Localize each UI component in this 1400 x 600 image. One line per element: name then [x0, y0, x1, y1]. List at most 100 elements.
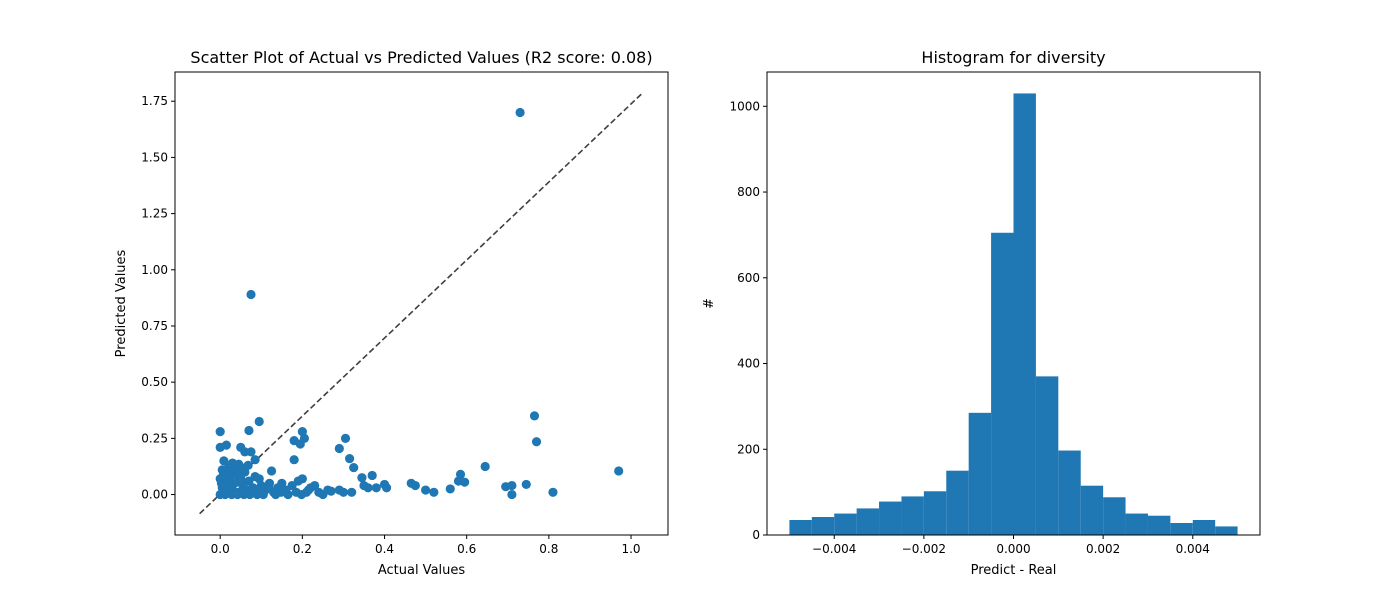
histogram-bar — [1125, 513, 1148, 535]
scatter-point — [254, 474, 264, 484]
scatter-point — [334, 443, 344, 454]
scatter-point — [220, 489, 230, 500]
histogram-panel: Histogram for diversity −0.004 −0.002 0.00… — [702, 48, 1261, 578]
scatter-point — [246, 447, 256, 457]
histogram-bar — [1170, 522, 1193, 535]
x-tick-label: 0.0 — [211, 542, 230, 556]
scatter-x-axis: 0.0 0.2 0.4 0.6 0.8 1.0 — [211, 535, 641, 556]
x-tick-label: 0.002 — [1086, 542, 1120, 556]
scatter-point — [529, 411, 540, 421]
y-tick-label: 0.25 — [141, 431, 168, 445]
x-tick-label: 0.6 — [457, 542, 476, 556]
y-tick-label: 200 — [737, 442, 760, 456]
scatter-title: Scatter Plot of Actual vs Predicted Valu… — [190, 48, 652, 67]
histogram-bar — [1013, 93, 1036, 536]
histogram-y-axis: 0 200 400 600 800 1000 — [729, 99, 767, 542]
histogram-bar — [834, 513, 857, 535]
scatter-point — [246, 289, 256, 300]
histogram-bar — [1080, 485, 1104, 535]
histogram-xlabel: Predict - Real — [971, 563, 1057, 578]
scatter-point — [349, 462, 359, 473]
scatter-point — [480, 461, 490, 472]
x-tick-label: 0.2 — [293, 542, 312, 556]
scatter-point — [244, 425, 254, 436]
scatter-point — [303, 485, 314, 495]
histogram-bar — [1103, 497, 1126, 535]
x-tick-label: 0.000 — [996, 542, 1030, 556]
y-tick-label: 600 — [737, 271, 760, 285]
scatter-point — [314, 487, 324, 497]
y-tick-label: 800 — [737, 185, 760, 199]
scatter-point — [232, 489, 243, 500]
x-tick-label: 0.4 — [375, 542, 394, 556]
histogram-bar — [1058, 450, 1081, 535]
scatter-points — [215, 107, 624, 500]
histogram-bar — [923, 491, 947, 535]
y-tick-label: 0.75 — [141, 319, 168, 333]
scatter-point — [363, 483, 373, 493]
scatter-point — [250, 455, 260, 465]
scatter-xlabel: Actual Values — [378, 563, 466, 578]
y-tick-label: 0 — [752, 528, 760, 542]
x-tick-label: 1.0 — [621, 542, 640, 556]
scatter-point — [381, 483, 392, 493]
scatter-point — [614, 466, 624, 476]
scatter-point — [323, 485, 333, 495]
scatter-point — [507, 489, 517, 500]
scatter-point — [215, 474, 225, 484]
x-tick-label: 0.004 — [1176, 542, 1210, 556]
scatter-point — [215, 427, 225, 437]
scatter-point — [334, 485, 344, 495]
scatter-point — [367, 470, 377, 481]
scatter-point — [507, 480, 517, 491]
scatter-point — [296, 489, 307, 500]
scatter-point — [295, 439, 305, 449]
histogram-bar — [1035, 376, 1059, 535]
y-tick-label: 400 — [737, 357, 760, 371]
histogram-ylabel: # — [702, 298, 717, 309]
scatter-point — [215, 442, 225, 452]
scatter-point — [531, 437, 542, 447]
scatter-point — [258, 489, 268, 500]
scatter-point — [219, 456, 229, 466]
scatter-panel: Scatter Plot of Actual vs Predicted Valu… — [114, 48, 669, 578]
histogram-bar — [901, 496, 924, 535]
scatter-point — [515, 107, 525, 118]
y-tick-label: 1.50 — [141, 150, 168, 164]
histogram-bar — [946, 470, 969, 535]
scatter-point — [276, 487, 286, 497]
scatter-point — [521, 479, 531, 490]
scatter-point — [371, 483, 381, 493]
histogram-bar — [811, 516, 835, 535]
scatter-y-axis: 0.00 0.25 0.50 0.75 1.00 1.25 1.50 1.75 — [141, 94, 175, 502]
histogram-bar — [1147, 515, 1171, 535]
scatter-point — [289, 455, 299, 465]
scatter-point — [410, 480, 420, 491]
histogram-bar — [968, 412, 992, 535]
y-tick-label: 1.25 — [141, 207, 168, 221]
scatter-point — [243, 460, 253, 470]
histogram-title: Histogram for diversity — [921, 48, 1105, 67]
reference-line — [199, 91, 644, 515]
x-tick-label: −0.004 — [812, 542, 856, 556]
scatter-frame — [174, 71, 669, 536]
histogram-x-axis: −0.004 −0.002 0.000 0.002 0.004 — [812, 535, 1210, 556]
scatter-point — [548, 487, 558, 497]
reference-line-path — [199, 91, 644, 515]
scatter-point — [429, 487, 439, 497]
scatter-point — [347, 487, 357, 497]
scatter-ylabel: Predicted Values — [114, 249, 129, 357]
histogram-bar — [991, 232, 1014, 535]
y-tick-label: 1.75 — [141, 94, 168, 108]
histogram-bar — [856, 508, 880, 535]
scatter-point — [254, 416, 264, 427]
scatter-point — [340, 433, 351, 443]
y-tick-label: 1000 — [729, 99, 760, 113]
scatter-point — [345, 453, 355, 464]
histogram-bars — [789, 93, 1238, 536]
scatter-point — [445, 484, 455, 494]
scatter-point — [421, 485, 431, 495]
x-tick-label: −0.002 — [902, 542, 946, 556]
histogram-bar — [879, 501, 902, 535]
